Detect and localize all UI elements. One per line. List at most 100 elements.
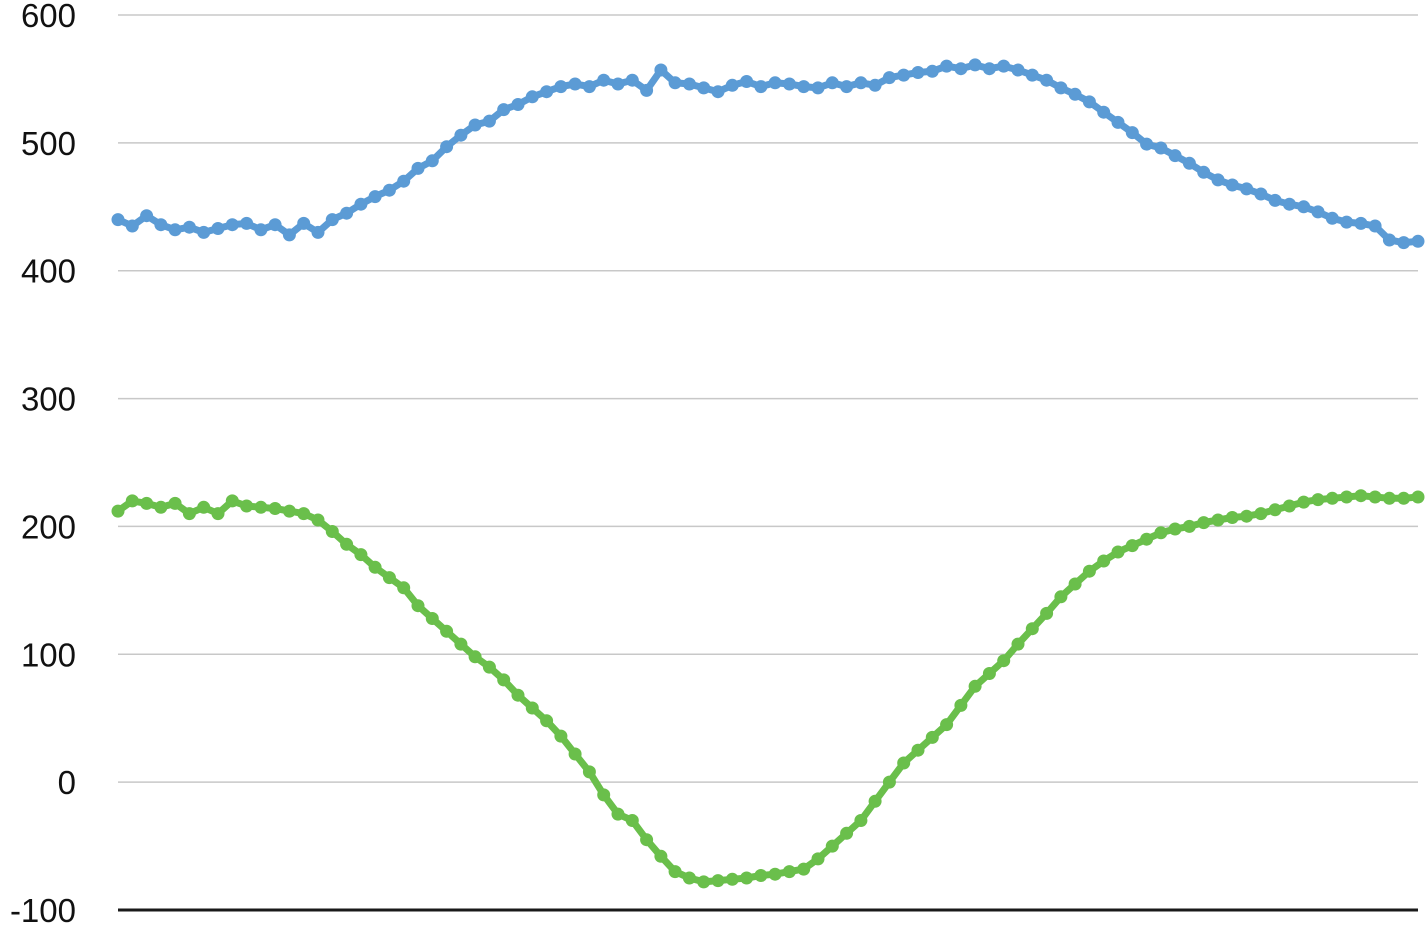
data-point: [582, 765, 596, 779]
data-point: [1282, 197, 1296, 211]
data-point: [168, 223, 182, 237]
data-point: [525, 701, 539, 715]
data-point: [925, 730, 939, 744]
data-point: [740, 75, 754, 88]
data-point: [1082, 95, 1096, 109]
data-point: [768, 76, 782, 90]
data-point: [1168, 149, 1182, 163]
data-point: [997, 654, 1011, 668]
data-point: [1282, 499, 1296, 513]
data-point: [1311, 205, 1325, 219]
series-2: [111, 489, 1425, 889]
data-point: [782, 865, 796, 879]
data-point: [940, 718, 954, 732]
data-point: [1354, 216, 1368, 230]
y-tick-label: 600: [21, 0, 76, 34]
data-point: [468, 118, 482, 132]
data-point: [511, 688, 525, 702]
data-point: [354, 548, 368, 562]
data-point: [1254, 187, 1268, 201]
data-point: [511, 98, 525, 111]
data-point: [497, 103, 511, 117]
data-point: [882, 775, 896, 789]
data-point: [1382, 233, 1396, 247]
data-point: [725, 872, 739, 886]
data-point: [1268, 193, 1282, 207]
data-point: [1211, 173, 1225, 187]
data-point: [1240, 182, 1254, 196]
data-point: [1054, 590, 1068, 604]
data-point: [1297, 200, 1311, 214]
data-point: [868, 794, 882, 808]
data-point: [111, 213, 125, 227]
data-point: [482, 660, 496, 674]
data-point: [354, 197, 368, 211]
data-point: [340, 206, 354, 220]
data-point: [611, 77, 625, 91]
data-point: [1097, 105, 1111, 119]
data-point: [540, 85, 554, 99]
data-point: [940, 59, 954, 73]
data-point: [768, 867, 782, 881]
data-point: [411, 161, 425, 175]
data-point: [597, 73, 611, 87]
data-point: [1125, 539, 1139, 553]
data-point: [340, 537, 354, 551]
data-point: [1025, 622, 1039, 636]
data-point: [1140, 137, 1154, 151]
data-point: [211, 507, 225, 521]
data-point: [968, 679, 982, 693]
data-point: [225, 218, 239, 232]
data-point: [1240, 509, 1254, 523]
data-point: [1154, 526, 1168, 540]
data-point: [1340, 490, 1354, 504]
data-point: [640, 83, 654, 97]
data-point: [311, 513, 325, 527]
data-point: [1225, 511, 1239, 524]
data-point: [854, 76, 868, 90]
data-series: [111, 58, 1425, 889]
data-point: [682, 77, 696, 91]
data-point: [168, 496, 182, 510]
data-point: [1011, 637, 1025, 651]
data-point: [468, 650, 482, 664]
data-point: [282, 504, 296, 518]
data-point: [197, 500, 211, 514]
data-point: [397, 581, 411, 595]
data-point: [1382, 491, 1396, 505]
data-point: [982, 667, 996, 680]
data-point: [282, 228, 296, 242]
data-point: [1182, 156, 1196, 170]
data-point: [1211, 513, 1225, 527]
y-tick-label: 200: [21, 508, 76, 545]
data-point: [1397, 236, 1411, 250]
data-point: [897, 756, 911, 770]
data-point: [1268, 503, 1282, 517]
data-point: [1254, 507, 1268, 521]
data-point: [1368, 219, 1382, 233]
data-point: [568, 77, 582, 91]
data-point: [840, 826, 854, 840]
data-point: [1297, 495, 1311, 509]
y-tick-label: 300: [21, 381, 76, 418]
data-point: [968, 58, 982, 72]
gridlines: [118, 14, 1418, 783]
data-point: [1182, 519, 1196, 533]
data-point: [597, 788, 611, 802]
data-point: [554, 80, 568, 94]
data-point: [1097, 554, 1111, 568]
data-point: [1197, 516, 1211, 530]
data-point: [297, 216, 311, 230]
data-point: [454, 128, 468, 142]
data-point: [668, 865, 682, 879]
data-point: [525, 90, 539, 104]
data-point: [868, 78, 882, 92]
data-point: [197, 225, 211, 239]
data-point: [454, 637, 468, 651]
data-point: [882, 71, 896, 85]
series-line: [114, 61, 1422, 247]
data-point: [368, 560, 382, 574]
data-point: [1368, 490, 1382, 504]
data-point: [654, 63, 668, 77]
data-point: [425, 154, 439, 168]
